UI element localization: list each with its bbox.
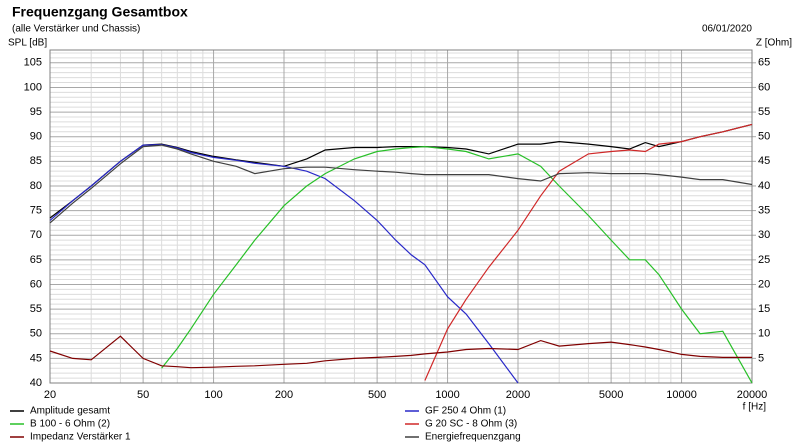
y-tick-label: 40 bbox=[30, 377, 42, 389]
y2-tick-label: 5 bbox=[758, 352, 764, 364]
x-tick-label: 200 bbox=[275, 389, 293, 401]
series-line bbox=[424, 123, 753, 381]
y-tick-label: 85 bbox=[30, 155, 42, 167]
x-tick-label: 2000 bbox=[506, 389, 530, 401]
y-tick-label: 60 bbox=[30, 278, 42, 290]
y2-tick-label: 65 bbox=[758, 57, 770, 69]
y2-tick-label: 35 bbox=[758, 204, 770, 216]
plot-frame bbox=[49, 49, 753, 384]
chart-date: 06/01/2020 bbox=[702, 24, 752, 35]
legend-label: B 100 - 6 Ohm (2) bbox=[30, 419, 110, 430]
y-axis-label: SPL [dB] bbox=[8, 38, 47, 49]
x-tick-label: 1000 bbox=[435, 389, 459, 401]
y2-tick-label: 15 bbox=[758, 303, 770, 315]
chart-title: Frequenzgang Gesamtbox bbox=[12, 4, 188, 20]
y-tick-label: 80 bbox=[30, 180, 42, 192]
y2-tick-label: 50 bbox=[758, 131, 770, 143]
y2-tick-label: 60 bbox=[758, 81, 770, 93]
series-line bbox=[161, 145, 753, 384]
x-tick-label: 20 bbox=[44, 389, 56, 401]
x-axis-label: f [Hz] bbox=[743, 402, 767, 413]
chart-subtitle: (alle Verstärker und Chassis) bbox=[12, 24, 140, 35]
y2-tick-label: 40 bbox=[758, 180, 770, 192]
y-tick-label: 70 bbox=[30, 229, 42, 241]
y-tick-label: 50 bbox=[30, 328, 42, 340]
legend-label: G 20 SC - 8 Ohm (3) bbox=[425, 419, 517, 430]
series-line bbox=[49, 144, 753, 224]
series-line bbox=[49, 143, 519, 384]
legend-label: Impedanz Verstärker 1 bbox=[30, 432, 131, 443]
y-tick-label: 45 bbox=[30, 352, 42, 364]
y-tick-label: 95 bbox=[30, 106, 42, 118]
y2-tick-label: 25 bbox=[758, 254, 770, 266]
y-tick-label: 105 bbox=[24, 57, 42, 69]
x-tick-label: 500 bbox=[368, 389, 386, 401]
y2-tick-label: 20 bbox=[758, 278, 770, 290]
legend-label: Amplitude gesamt bbox=[30, 406, 110, 417]
legend-label: GF 250 4 Ohm (1) bbox=[425, 406, 506, 417]
x-tick-label: 5000 bbox=[599, 389, 623, 401]
x-tick-label: 50 bbox=[137, 389, 149, 401]
series-line bbox=[49, 335, 752, 369]
y-tick-label: 75 bbox=[30, 204, 42, 216]
y2-axis-label: Z [Ohm] bbox=[756, 38, 792, 49]
y-tick-label: 90 bbox=[30, 131, 42, 143]
x-tick-label: 20000 bbox=[737, 389, 768, 401]
y-tick-label: 55 bbox=[30, 303, 42, 315]
y2-tick-label: 45 bbox=[758, 155, 770, 167]
x-tick-label: 100 bbox=[204, 389, 222, 401]
x-tick-label: 10000 bbox=[666, 389, 697, 401]
y-tick-label: 65 bbox=[30, 254, 42, 266]
y2-tick-label: 10 bbox=[758, 328, 770, 340]
legend-label: Energiefrequenzgang bbox=[425, 432, 521, 443]
y-tick-label: 100 bbox=[24, 81, 42, 93]
y2-tick-label: 30 bbox=[758, 229, 770, 241]
y2-tick-label: 55 bbox=[758, 106, 770, 118]
